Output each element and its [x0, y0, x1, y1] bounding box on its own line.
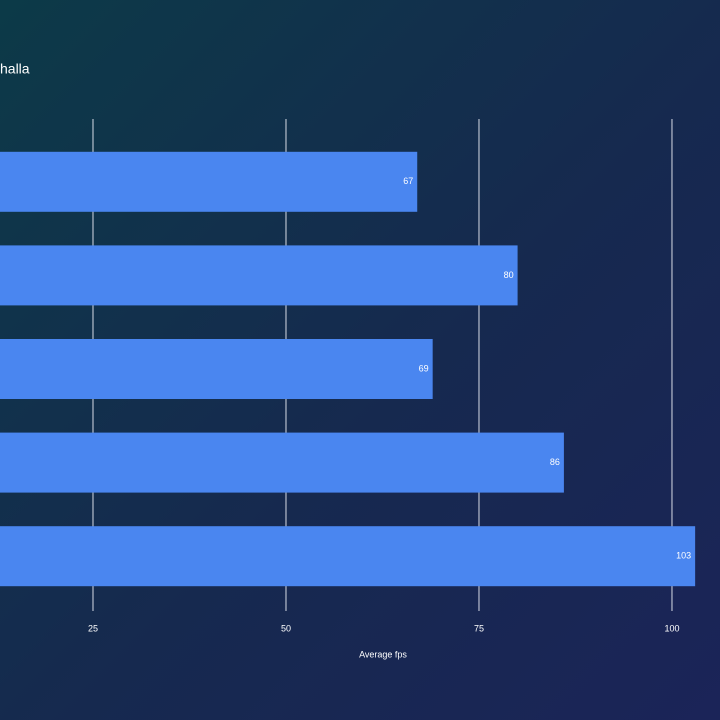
value-label: 86	[550, 457, 560, 467]
value-label: 69	[419, 363, 429, 373]
bar	[0, 245, 518, 306]
x-tick-label: 25	[88, 623, 98, 633]
value-label: 80	[504, 270, 514, 280]
bar	[0, 526, 696, 587]
value-label: 67	[403, 176, 413, 186]
x-tick-label: 100	[664, 623, 679, 633]
value-label: 103	[676, 551, 691, 561]
bar	[0, 432, 564, 493]
chart-title: halla	[0, 61, 30, 77]
bar	[0, 339, 433, 399]
bar	[0, 151, 418, 212]
x-tick-label: 75	[474, 623, 484, 633]
x-tick-label: 50	[281, 623, 291, 633]
x-axis-label: Average fps	[359, 649, 407, 659]
